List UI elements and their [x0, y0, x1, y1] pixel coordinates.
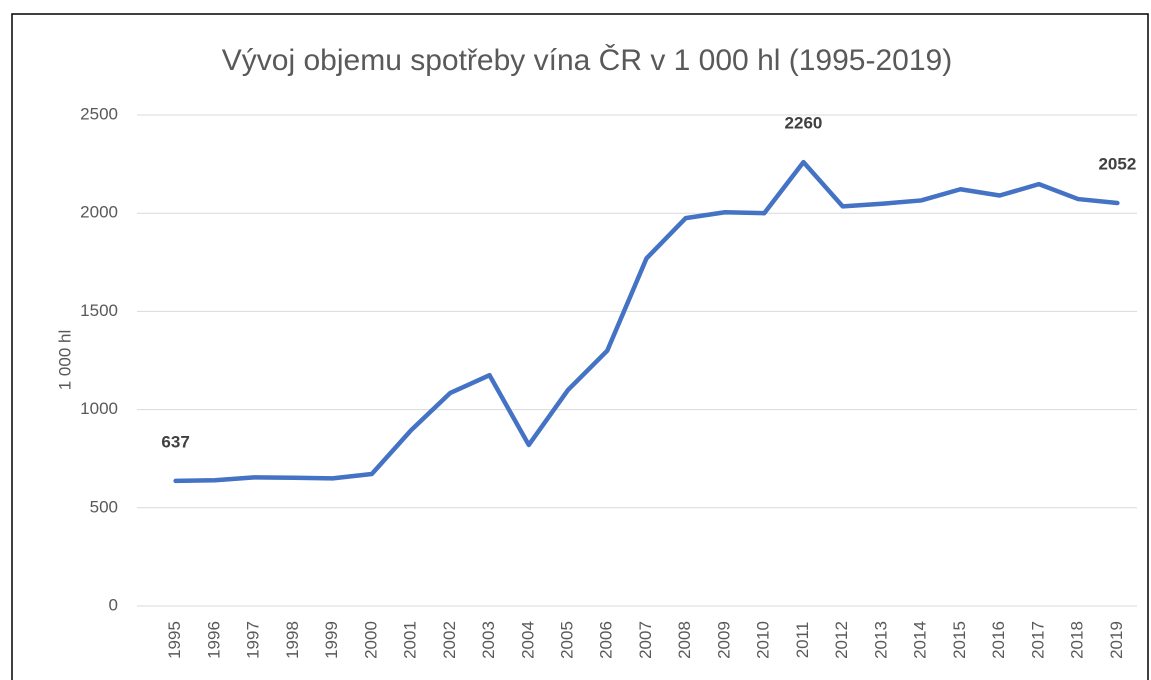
y-axis-title: 1 000 hl — [55, 330, 74, 391]
x-tick-label: 2010 — [754, 621, 773, 659]
x-tick-label: 2011 — [793, 622, 812, 659]
data-label: 2052 — [1098, 154, 1136, 173]
x-tick-label: 2003 — [479, 621, 498, 659]
x-tick-label: 2006 — [597, 621, 616, 659]
chart-frame — [11, 13, 1149, 680]
x-tick-label: 2015 — [950, 621, 969, 659]
data-label: 2260 — [785, 114, 823, 133]
x-tick-label: 2019 — [1107, 621, 1126, 659]
x-tick-label: 1997 — [244, 621, 263, 659]
y-tick-label: 0 — [109, 595, 118, 614]
x-tick-label: 1995 — [165, 621, 184, 659]
x-tick-label: 2001 — [401, 621, 420, 659]
x-tick-label: 2009 — [714, 621, 733, 659]
x-tick-label: 2017 — [1028, 621, 1047, 659]
y-tick-label: 1500 — [80, 301, 118, 320]
x-tick-label: 2007 — [636, 621, 655, 659]
x-tick-label: 2005 — [558, 621, 577, 659]
x-tick-label: 1998 — [283, 621, 302, 659]
y-tick-label: 2500 — [80, 104, 118, 123]
data-label: 637 — [161, 432, 189, 451]
y-tick-label: 500 — [90, 497, 118, 516]
chart-title: Vývoj objemu spotřeby vína ČR v 1 000 hl… — [222, 43, 952, 77]
x-tick-label: 2000 — [361, 621, 380, 659]
data-line — [173, 159, 1120, 484]
x-tick-label: 2008 — [675, 621, 694, 659]
x-tick-label: 2016 — [989, 621, 1008, 659]
x-tick-label: 1999 — [322, 621, 341, 659]
x-tick-label: 2014 — [911, 621, 930, 659]
y-tick-label: 1000 — [80, 399, 118, 418]
x-tick-label: 2018 — [1068, 621, 1087, 659]
x-tick-label: 1996 — [204, 621, 223, 659]
x-tick-label: 2004 — [518, 621, 537, 659]
y-tick-label: 2000 — [80, 203, 118, 222]
x-tick-label: 2013 — [871, 621, 890, 659]
x-tick-label: 2012 — [832, 621, 851, 659]
x-tick-label: 2002 — [440, 621, 459, 659]
